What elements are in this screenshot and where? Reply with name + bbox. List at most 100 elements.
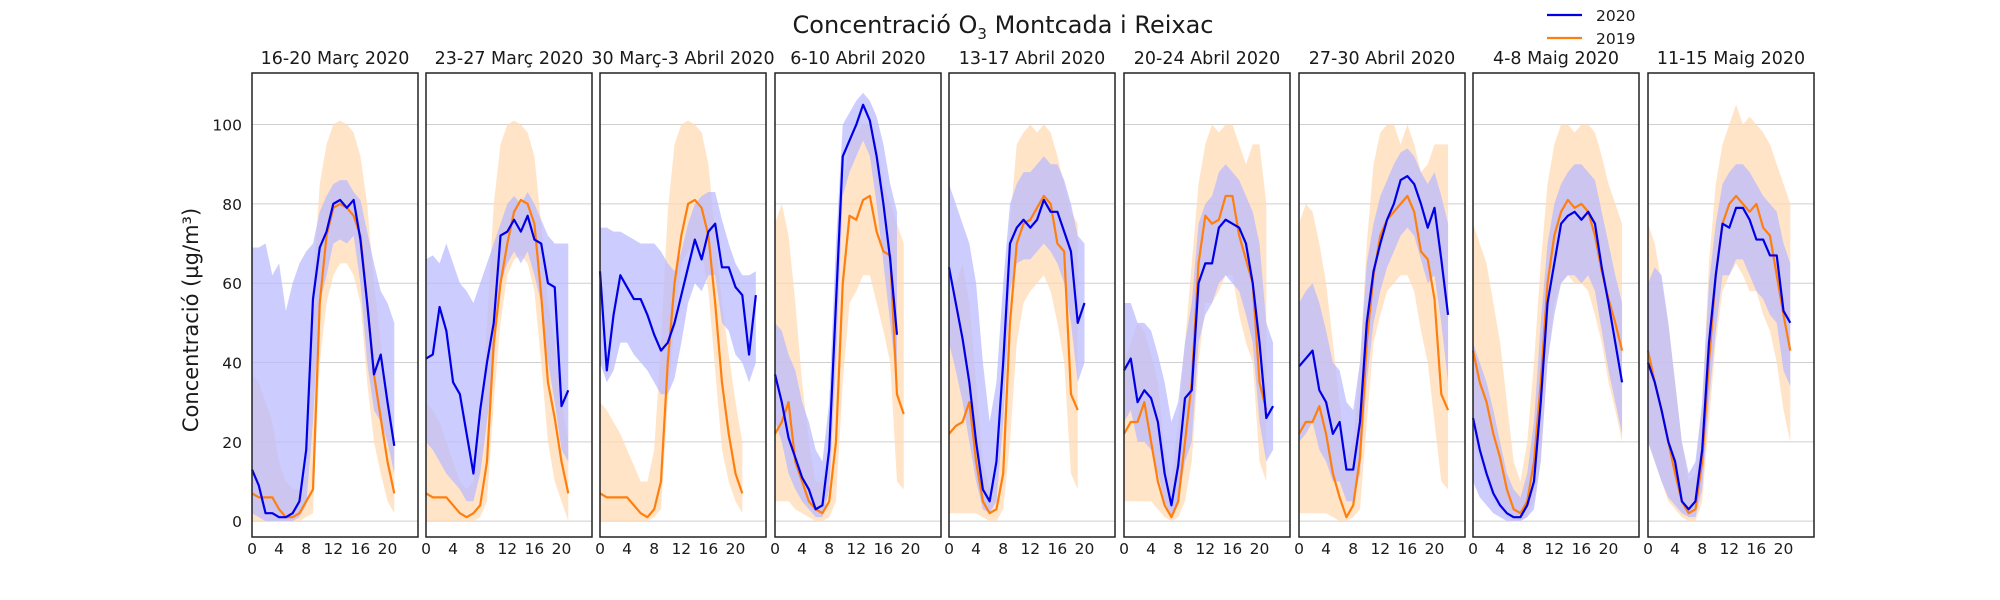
panel-title: 11-15 Maig 2020: [1657, 49, 1805, 69]
y-tick-label: 40: [222, 355, 242, 373]
x-tick-label: 0: [421, 540, 431, 558]
x-tick-label: 12: [846, 540, 866, 558]
x-tick-label: 4: [1146, 540, 1156, 558]
series-2020-line: [1471, 210, 1624, 519]
panel-frame: [599, 72, 767, 538]
x-tick-label: 8: [301, 540, 311, 558]
series-2020-line: [1123, 218, 1275, 507]
x-tick-label: 4: [971, 540, 981, 558]
series-2020-line: [250, 198, 396, 519]
panel-frame: [1647, 72, 1815, 538]
x-tick-label: 16: [699, 540, 719, 558]
x-tick-label: 4: [1495, 540, 1505, 558]
series-2020-line: [598, 222, 757, 372]
x-tick-label: 8: [1522, 540, 1532, 558]
legend: 2020 2019: [1547, 7, 1635, 48]
x-tick-label: 20: [552, 540, 572, 558]
series-2019-line: [599, 198, 744, 519]
x-tick-label: 8: [649, 540, 659, 558]
panel-9: 11-15 Maig 2020 0 4 8 12 16 20: [1643, 49, 1815, 558]
x-tick-label: 12: [1544, 540, 1564, 558]
y-axis-label: Concentració (µg/m³): [179, 208, 203, 432]
x-tick-label: 0: [1643, 540, 1653, 558]
x-tick-label: 4: [1321, 540, 1331, 558]
panel-title: 13-17 Abril 2020: [959, 49, 1106, 69]
x-tick-label: 0: [1294, 540, 1304, 558]
band-2020: [949, 156, 1085, 514]
panel-3: 30 Març-3 Abril 2020 0 4 8 12 16 20: [591, 49, 774, 558]
x-tick-label: 4: [448, 540, 458, 558]
x-tick-label: 12: [1020, 540, 1040, 558]
panel-frame: [1123, 72, 1291, 538]
series-2019-line: [774, 194, 905, 515]
panel-frame: [1298, 72, 1466, 538]
x-tick-label: 16: [1223, 540, 1243, 558]
series-2019-line: [1471, 198, 1624, 515]
panel-title: 30 Març-3 Abril 2020: [591, 49, 774, 69]
x-tick-label: 20: [1774, 540, 1794, 558]
panel-title: 20-24 Abril 2020: [1134, 49, 1281, 69]
x-tick-label: 12: [1719, 540, 1739, 558]
x-tick-label: 20: [1250, 540, 1270, 558]
x-tick-label: 20: [1599, 540, 1619, 558]
series-2019-line: [425, 198, 570, 519]
chart-title: Concentració O3 Montcada i Reixac: [793, 11, 1214, 43]
x-tick-label: 0: [595, 540, 605, 558]
x-tick-label: 16: [1048, 540, 1068, 558]
x-tick-label: 12: [497, 540, 517, 558]
band-2020: [600, 191, 756, 395]
series-2020-line: [947, 198, 1086, 503]
panel-title: 27-30 Abril 2020: [1309, 49, 1456, 69]
x-tick-label: 20: [901, 540, 921, 558]
panel-title: 23-27 Març 2020: [435, 49, 584, 69]
series-2020-line: [773, 103, 899, 511]
x-tick-label: 8: [998, 540, 1008, 558]
x-tick-label: 8: [1697, 540, 1707, 558]
series-2020-line: [1646, 206, 1792, 511]
panel-title: 6-10 Abril 2020: [790, 49, 925, 69]
y-tick-label: 80: [222, 196, 242, 214]
series-2020-line: [425, 214, 570, 475]
panel-title: 4-8 Maig 2020: [1493, 49, 1619, 69]
band-2019: [775, 124, 904, 522]
x-tick-label: 4: [1670, 540, 1680, 558]
x-tick-label: 20: [1075, 540, 1095, 558]
x-tick-label: 20: [378, 540, 398, 558]
panel-frame: [774, 72, 942, 538]
legend-label-2020: 2020: [1596, 7, 1635, 25]
panel-2: 23-27 Març 2020 0 4 8 12 16 20: [421, 49, 593, 558]
x-tick-label: 0: [770, 540, 780, 558]
panel-frame: [251, 72, 419, 538]
x-tick-label: 20: [726, 540, 746, 558]
x-tick-label: 20: [1425, 540, 1445, 558]
legend-label-2019: 2019: [1596, 30, 1635, 48]
panel-5: 13-17 Abril 2020 0 4 8 12 16 20: [944, 49, 1116, 558]
x-tick-label: 8: [1348, 540, 1358, 558]
x-tick-label: 0: [1119, 540, 1129, 558]
panel-frame: [425, 72, 593, 538]
band-2020: [1648, 164, 1791, 518]
x-tick-label: 8: [1173, 540, 1183, 558]
x-tick-label: 8: [824, 540, 834, 558]
x-tick-label: 16: [1747, 540, 1767, 558]
band-2020: [252, 180, 395, 522]
band-2020: [426, 191, 569, 502]
x-tick-label: 16: [1398, 540, 1418, 558]
x-tick-label: 8: [475, 540, 485, 558]
y-tick-label: 0: [232, 513, 242, 531]
panel-frame: [1472, 72, 1640, 538]
x-tick-label: 12: [323, 540, 343, 558]
panel-8: 4-8 Maig 2020 0 4 8 12 16 20: [1468, 49, 1640, 558]
x-tick-label: 4: [797, 540, 807, 558]
x-tick-label: 4: [622, 540, 632, 558]
y-tick-label: 60: [222, 275, 242, 293]
series-2019-line: [948, 194, 1079, 515]
x-tick-label: 16: [525, 540, 545, 558]
x-tick-label: 16: [351, 540, 371, 558]
x-tick-label: 12: [1370, 540, 1390, 558]
panel-4: 6-10 Abril 2020 0 4 8 12 16 20: [770, 49, 942, 558]
x-tick-label: 0: [1468, 540, 1478, 558]
